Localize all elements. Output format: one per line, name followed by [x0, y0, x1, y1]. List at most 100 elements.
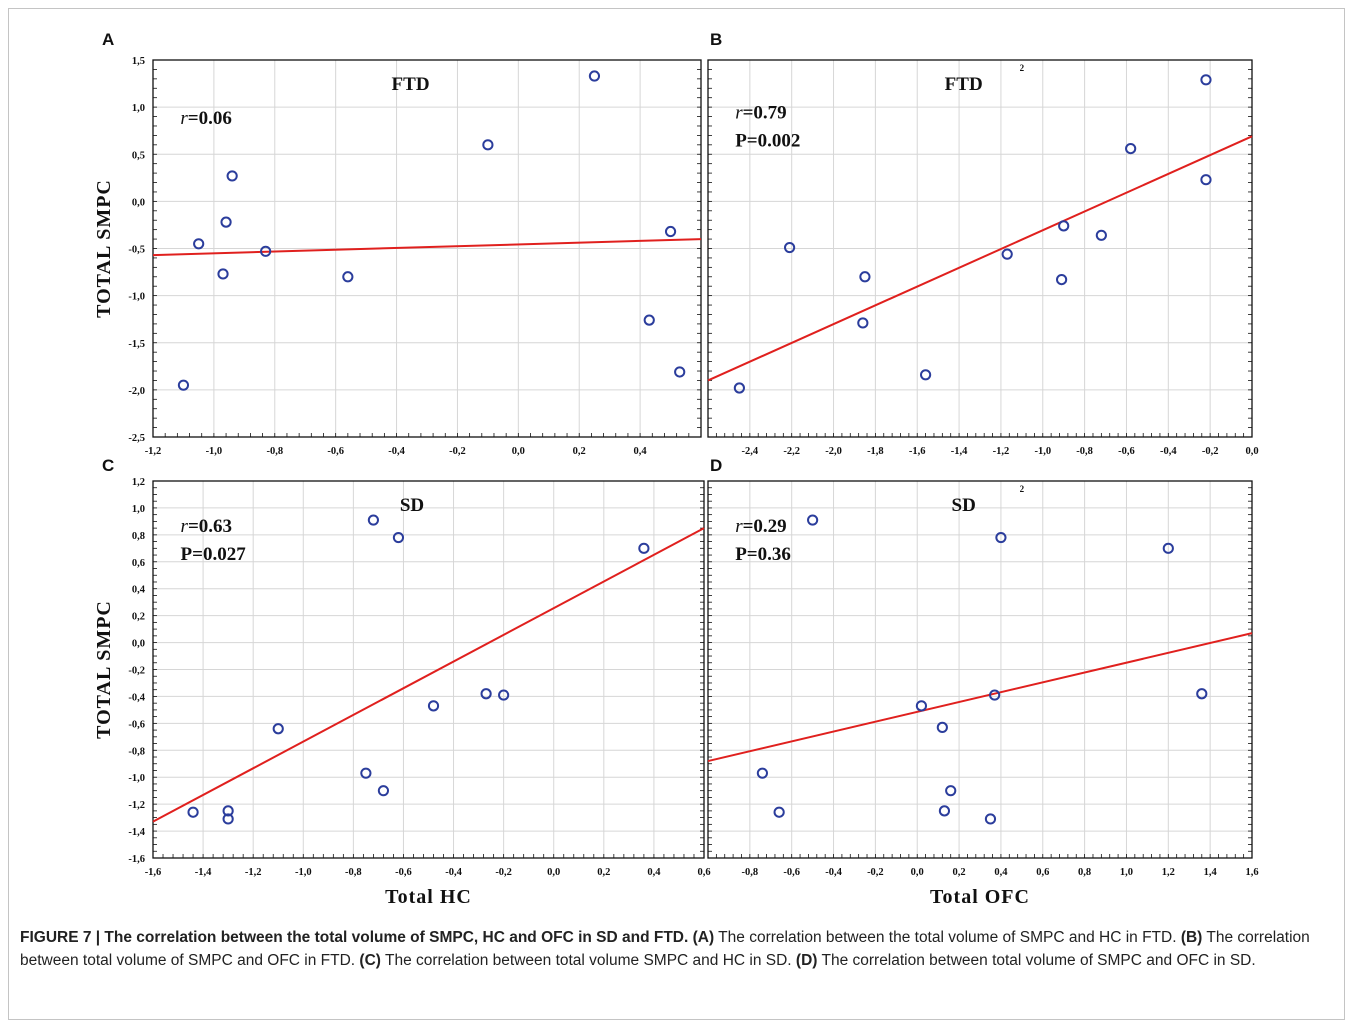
caption-b-label: (B) — [1180, 929, 1203, 946]
x-axis-label: Total HC — [385, 886, 472, 908]
caption-b-text: The correlation between total volume of … — [20, 929, 1310, 969]
stat-r-value: =0.29 — [743, 516, 787, 537]
x-tick-label: -0,2 — [1202, 446, 1219, 457]
data-point — [664, 225, 677, 238]
stat-r-value: =0.63 — [188, 516, 232, 537]
panel-title: FTD — [392, 74, 430, 95]
x-tick-label: 0,0 — [911, 867, 924, 878]
y-tick-label: 1,0 — [132, 103, 145, 114]
stat-r: r=0.79 — [735, 102, 786, 123]
x-tick-label: -2,2 — [783, 446, 800, 457]
x-tick-label: -1,2 — [245, 867, 262, 878]
x-tick-label: -1,0 — [295, 867, 312, 878]
y-tick-label: -0,2 — [128, 666, 145, 677]
x-tick-label: 0,4 — [634, 446, 648, 457]
x-tick-label: -0,6 — [395, 867, 412, 878]
data-point — [807, 514, 819, 526]
caption-c-label: (C) — [359, 952, 381, 969]
data-point — [392, 531, 405, 544]
x-tick-label: 0,2 — [597, 867, 610, 878]
data-point — [480, 688, 492, 700]
data-point — [756, 767, 769, 779]
data-point — [945, 785, 957, 797]
data-point — [733, 382, 745, 394]
y-tick-label: -0,8 — [128, 746, 145, 757]
x-tick-label: 0,6 — [1036, 867, 1049, 878]
panel-d: D -0,8 -0,6 -0,4 -0,2 0,0 0,2 0,4 0,6 0,8 1,0 1,2 1,… — [707, 456, 1259, 908]
data-point — [995, 531, 1007, 544]
y-tick-label: 0,0 — [132, 639, 145, 650]
data-point — [1200, 174, 1212, 186]
x-tick-label: 1,6 — [1245, 867, 1258, 878]
stat-r-symbol: r — [181, 516, 189, 537]
data-point — [222, 805, 234, 817]
y-tick-label: -1,2 — [128, 800, 145, 811]
data-point — [177, 379, 190, 391]
y-tick-label: 1,2 — [132, 477, 145, 488]
data-point — [920, 369, 932, 381]
caption-a-label: (A) — [692, 929, 715, 946]
x-tick-label: -0,8 — [1076, 446, 1093, 457]
stat-r-symbol: r — [735, 516, 743, 537]
data-point — [367, 514, 379, 526]
data-point — [342, 271, 354, 283]
panel-a: A -1,2 -1,0 -0,8 -0,6 -0,4 -0,2 0,0 0,2 0,4 -2,5 -2… — [93, 30, 702, 457]
x-tick-label: -0,4 — [388, 446, 405, 457]
y-tick-label: 0,2 — [132, 612, 145, 623]
x-tick-label: 0,2 — [573, 446, 586, 457]
y-tick-label: -1,0 — [128, 292, 145, 303]
panel-title: SD — [952, 495, 976, 516]
x-tick-label: -1,2 — [145, 446, 162, 457]
data-point — [773, 806, 785, 818]
panel-c: C -1,6 -1,4 -1,2 -1,0 -0,8 -0,6 -0,4 -0,2 0,0 0,2 0… — [93, 456, 711, 908]
x-tick-label: 0,2 — [953, 867, 966, 878]
y-tick-label: 1,5 — [132, 56, 145, 67]
stat-p: P=0.027 — [181, 544, 247, 565]
data-point — [674, 366, 686, 378]
regression-line — [707, 632, 1253, 763]
data-point — [989, 689, 1001, 701]
x-tick-label: -1,4 — [195, 867, 212, 878]
stat-r-symbol: r — [180, 108, 188, 129]
caption-c-text: The correlation between total volume SMP… — [380, 952, 796, 969]
y-tick-label: -0,5 — [128, 245, 145, 256]
caption-d-text: The correlation between total volume of … — [817, 952, 1256, 969]
data-point — [1058, 220, 1070, 232]
data-point — [857, 317, 869, 329]
y-tick-label: 0,6 — [132, 558, 145, 569]
x-tick-label: -0,2 — [449, 446, 466, 457]
caption-lead: FIGURE 7 | The correlation between the t… — [20, 929, 689, 946]
data-point — [1162, 542, 1174, 554]
data-point — [220, 216, 232, 228]
data-point — [222, 813, 234, 825]
y-tick-label: -2,0 — [128, 386, 145, 397]
data-point — [260, 245, 272, 257]
data-point — [588, 70, 601, 82]
y-tick-label: 0,5 — [132, 150, 145, 161]
x-tick-label: 0,8 — [1078, 867, 1091, 878]
data-point — [1056, 274, 1068, 286]
x-tick-label: -2,4 — [742, 446, 759, 457]
x-axis-label: Total OFC — [930, 886, 1030, 908]
x-tick-label: -1,0 — [206, 446, 223, 457]
y-tick-label: -0,6 — [128, 719, 145, 730]
panel-b: B -2,4 -2,2 -2,0 -1,8 -1,6 -1,4 -1,2 -1,0 -0,8 -0,… — [707, 30, 1259, 457]
data-point — [217, 268, 229, 280]
data-point — [859, 271, 871, 283]
y-tick-label: -1,0 — [128, 773, 145, 784]
x-tick-label: -0,2 — [495, 867, 512, 878]
caption-d-label: (D) — [795, 952, 818, 969]
y-tick-label: 1,0 — [132, 504, 145, 515]
data-point — [377, 785, 390, 797]
data-point — [482, 139, 494, 151]
stat-r: r=0.06 — [180, 108, 231, 129]
y-axis-label: TOTAL SMPC — [93, 179, 115, 318]
data-point — [1196, 688, 1208, 700]
x-tick-label: -1,2 — [993, 446, 1010, 457]
data-point — [360, 767, 372, 779]
data-point — [272, 723, 284, 735]
stat-r: r=0.29 — [735, 516, 786, 537]
figure-panels: A -1,2 -1,0 -0,8 -0,6 -0,4 -0,2 0,0 0,2 0,4 -2,5 -2… — [93, 30, 1259, 908]
data-point — [1095, 229, 1107, 241]
data-point — [643, 314, 655, 326]
